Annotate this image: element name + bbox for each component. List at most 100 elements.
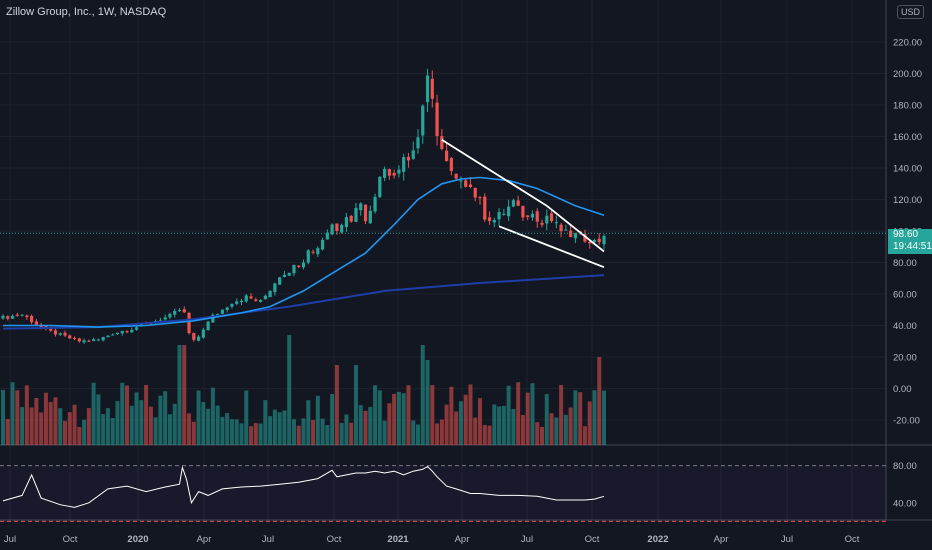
candle-body — [125, 331, 129, 333]
time-axis[interactable]: Jul Oct 2020 Apr Jul Oct 2021 Apr Jul Oct 2022 Apr J… — [4, 534, 860, 545]
volume-bar — [311, 420, 316, 445]
falling-wedge-lines — [441, 138, 605, 269]
candle-body — [344, 217, 349, 228]
candle-body — [421, 105, 425, 136]
volume-bar — [277, 412, 282, 445]
volume-bar — [34, 398, 39, 445]
candle-body — [101, 337, 105, 341]
volume-bar — [478, 398, 482, 445]
volume-bar — [182, 345, 187, 445]
candle-body — [368, 210, 372, 224]
candle-body — [363, 204, 368, 222]
volume-bar — [167, 414, 172, 445]
volume-bar — [568, 407, 573, 445]
candle-body — [549, 213, 554, 222]
candle-body — [82, 340, 86, 343]
candle-body — [526, 215, 530, 217]
time-tick-label: Oct — [327, 534, 342, 545]
volume-bar — [582, 426, 587, 445]
candle-body — [182, 309, 186, 313]
candle-body — [216, 313, 220, 315]
candle-body — [297, 265, 301, 267]
volume-bar — [225, 413, 230, 445]
candle-body — [411, 150, 415, 159]
volume-bar — [506, 385, 511, 445]
volume-bar — [125, 385, 130, 445]
candle-body — [545, 215, 549, 224]
volume-bar — [43, 392, 48, 445]
volume-bar — [287, 335, 292, 445]
candle-body — [392, 173, 396, 176]
time-tick-label: Oct — [845, 534, 860, 545]
candle-body — [468, 184, 473, 188]
candles — [1, 68, 606, 344]
candle-body — [306, 250, 310, 263]
last-price-badge: 98.60 19:44:51 — [888, 229, 932, 254]
candle-body — [464, 180, 468, 187]
price-tick-label: 20.00 — [893, 353, 917, 364]
volume-bar — [377, 390, 382, 445]
candle-body — [92, 339, 96, 342]
candle-body — [516, 200, 520, 206]
candle-body — [87, 340, 91, 342]
candle-body — [478, 197, 482, 199]
candle-body — [72, 337, 77, 339]
volume-bar — [239, 423, 244, 445]
volume-bar — [282, 410, 287, 445]
price-tick-label: 140.00 — [893, 164, 922, 175]
candle-body — [201, 329, 205, 338]
candle-body — [268, 290, 272, 298]
volume-bar — [339, 422, 344, 445]
candle-body — [187, 312, 191, 334]
candle-body — [244, 295, 248, 302]
volume-bar — [206, 408, 211, 445]
candle-body — [378, 176, 382, 198]
time-tick-label: Jul — [4, 534, 16, 545]
volume-bar — [191, 421, 196, 445]
candle-body — [330, 224, 334, 235]
volume-bar — [349, 422, 354, 445]
volume-bar — [420, 345, 425, 445]
price-tick-label: 200.00 — [893, 69, 922, 80]
volume-bar — [272, 409, 277, 445]
volume-bar — [473, 417, 478, 445]
volume-bar — [177, 345, 182, 445]
candle-body — [487, 217, 492, 222]
volume-bar — [425, 360, 430, 445]
volume-bar — [358, 405, 363, 445]
candle-body — [20, 314, 24, 316]
candle-body — [316, 248, 320, 255]
candle-body — [430, 78, 434, 99]
candle-body — [502, 213, 506, 215]
rsi-tick-label: 80.00 — [893, 461, 917, 472]
candle-body — [10, 315, 15, 319]
price-axis[interactable]: 220.00200.00180.00160.00140.00120.00100.… — [893, 38, 922, 510]
volume-bar — [411, 420, 416, 445]
candle-body — [511, 200, 515, 207]
time-tick-label: Apr — [714, 534, 729, 545]
candle-body — [397, 169, 401, 174]
candle-body — [335, 223, 339, 231]
candle-body — [58, 333, 62, 335]
currency-button[interactable]: USD — [897, 5, 925, 19]
candle-body — [473, 187, 477, 198]
chart-title: Zillow Group, Inc., 1W, NASDAQ — [6, 6, 167, 18]
volume-bar — [363, 410, 368, 445]
volume-bar — [444, 404, 449, 445]
volume-bar — [449, 386, 454, 445]
candle-body — [445, 150, 449, 162]
candle-body — [220, 309, 225, 314]
volume-bar — [253, 423, 258, 445]
time-tick-label: Oct — [63, 534, 78, 545]
candle-body — [416, 137, 420, 149]
price-tick-label: -20.00 — [893, 416, 920, 427]
volume-bar — [306, 400, 311, 445]
volume-bar — [115, 401, 120, 445]
candle-body — [435, 102, 439, 137]
price-tick-label: 160.00 — [893, 132, 922, 143]
last-price-value: 98.60 — [893, 229, 919, 240]
volume-bar — [587, 401, 592, 445]
candle-body — [163, 317, 167, 320]
candle-body — [206, 321, 210, 331]
